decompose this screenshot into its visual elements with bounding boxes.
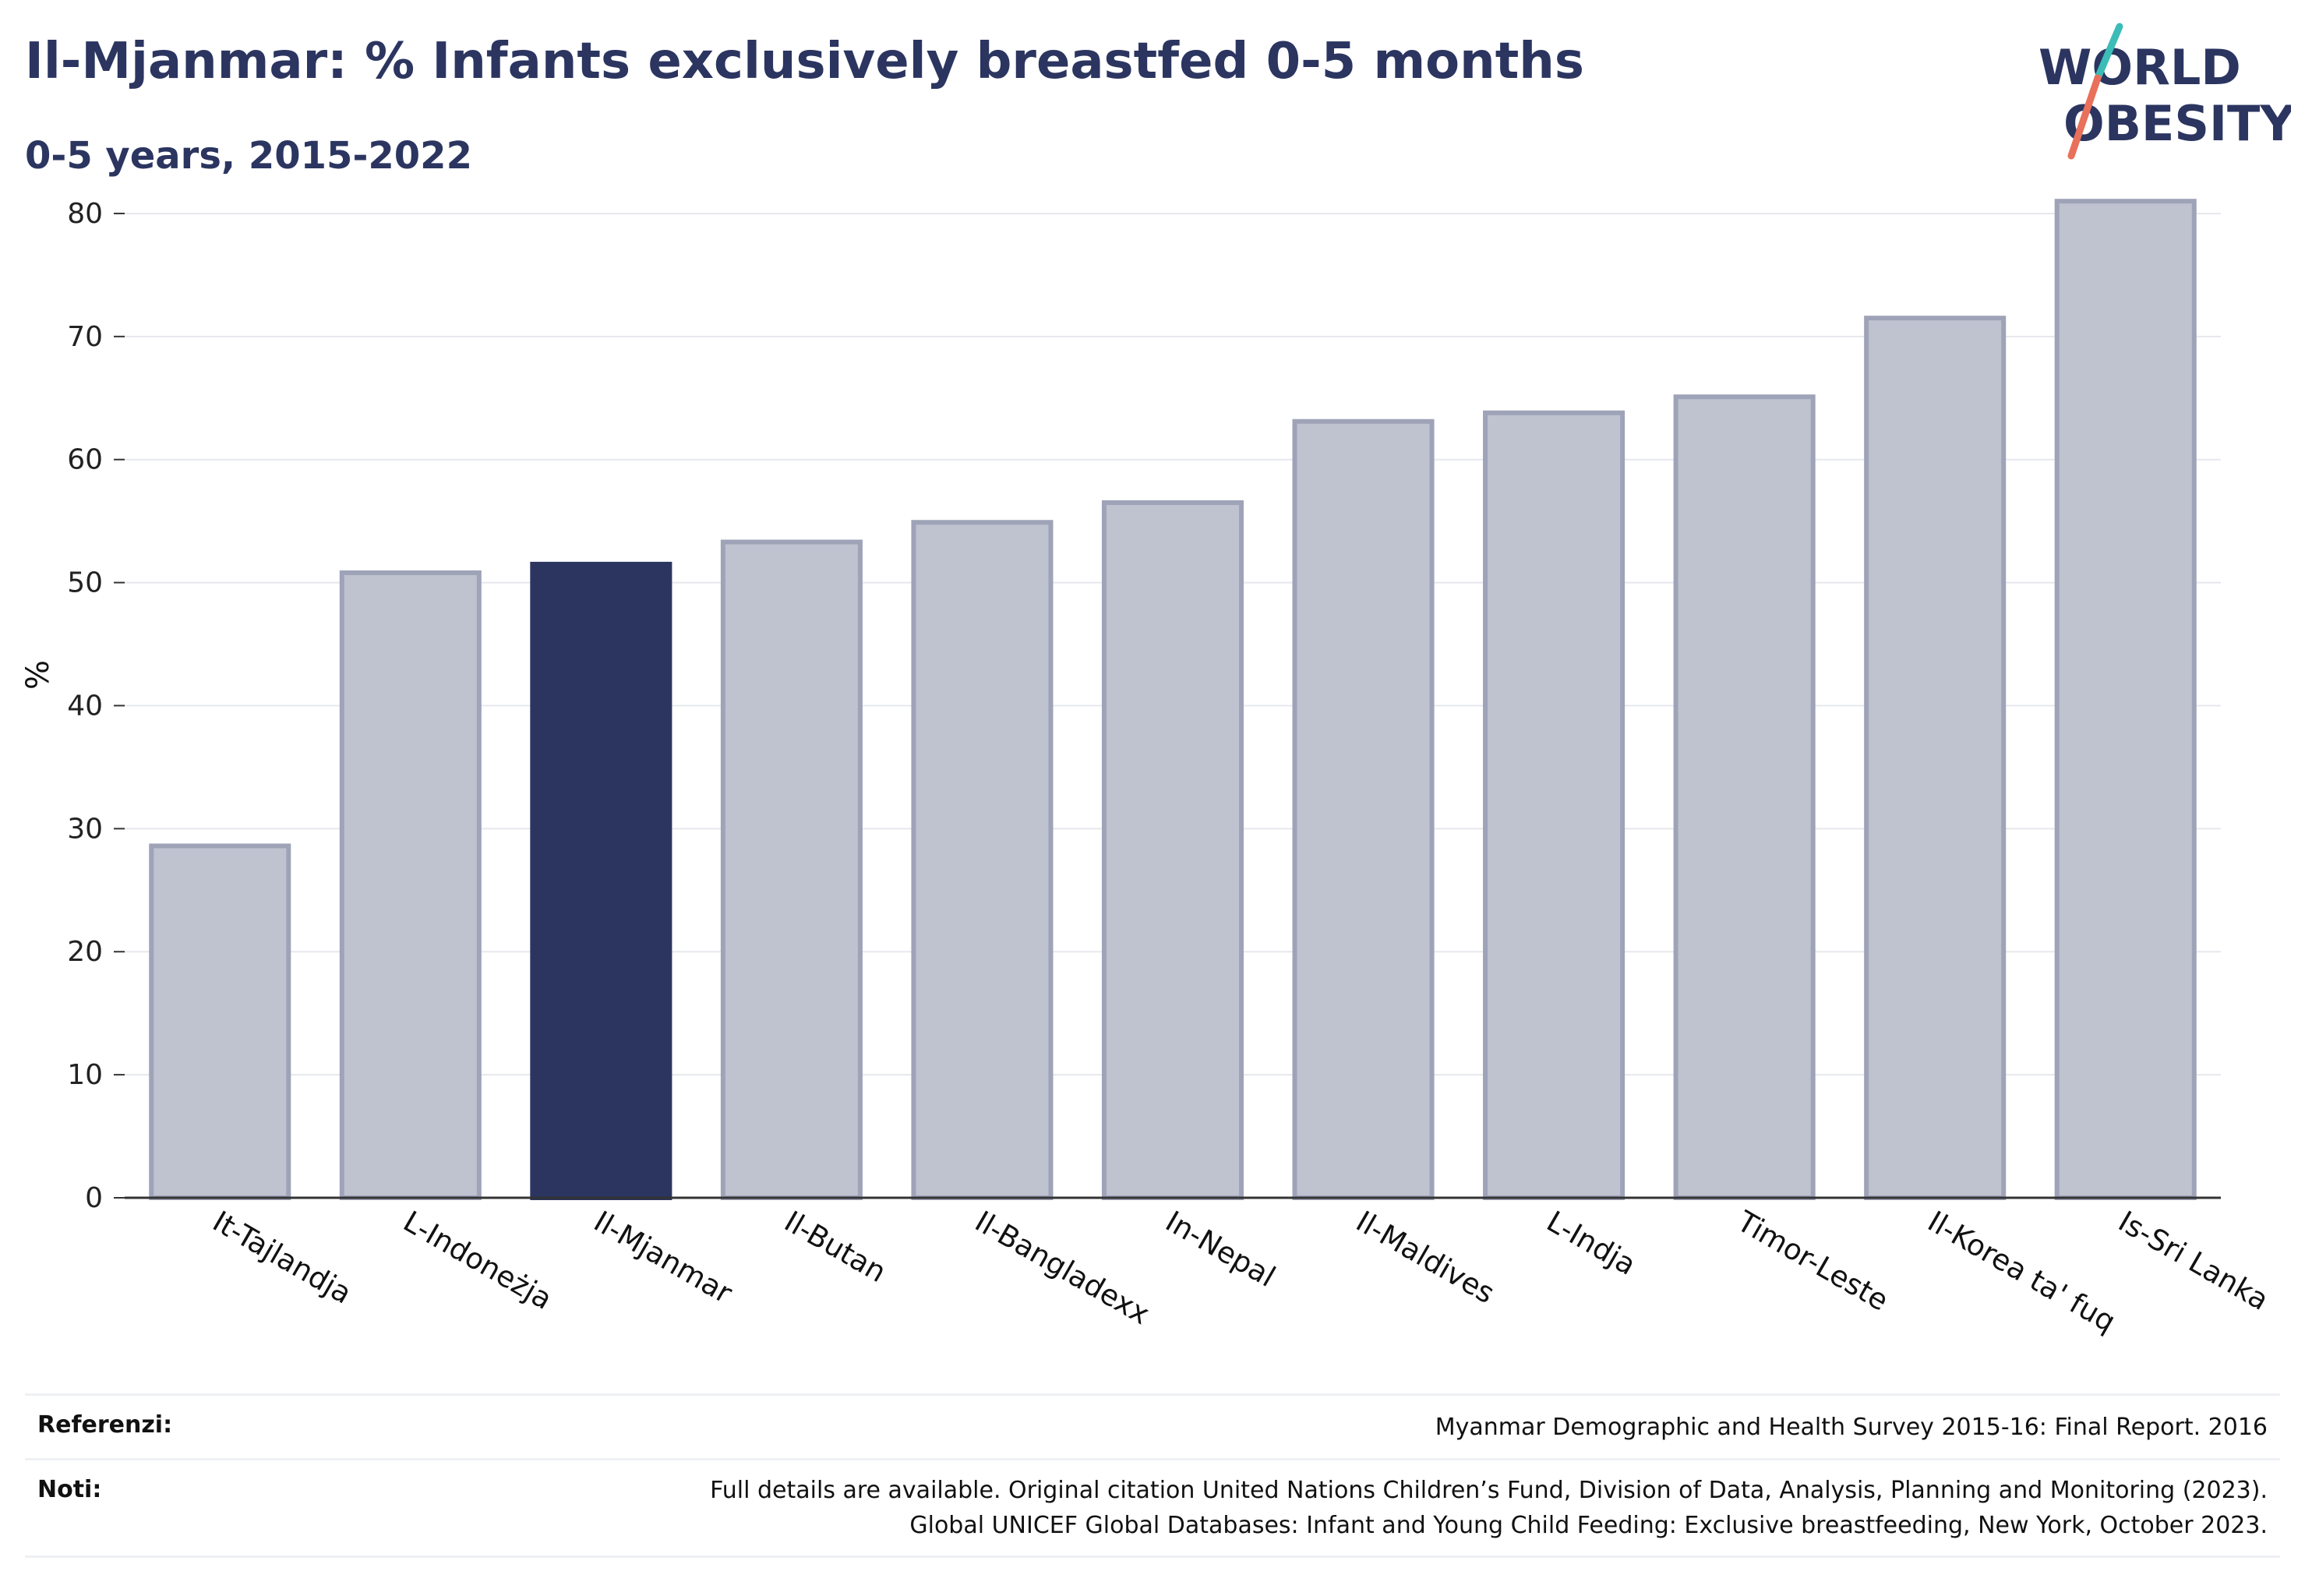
references-text: Myanmar Demographic and Health Survey 20… [1435, 1414, 2268, 1441]
references-row: Referenzi: Myanmar Demographic and Healt… [25, 1393, 2280, 1458]
references-label: Referenzi: [37, 1411, 173, 1439]
bar-7 [1483, 410, 1626, 1200]
bar-5 [1101, 500, 1244, 1200]
bar-4 [911, 520, 1054, 1200]
chart-title: Il-Mjanmar: % Infants exclusively breast… [25, 33, 1584, 90]
x-tick-label: Il-Bangladexx [969, 1205, 1156, 1332]
x-axis-labels: It-Tajlandja L-Indoneżja Il-Mjanmar Il-Buta… [207, 1204, 2275, 1339]
logo-line1: WORLD [2038, 39, 2241, 96]
x-tick-label: In-Nepal [1160, 1205, 1281, 1294]
footer: Referenzi: Myanmar Demographic and Healt… [25, 1393, 2280, 1558]
notes-line-2: Global UNICEF Global Databases: Infant a… [909, 1512, 2268, 1539]
y-tick-label: 80 [67, 198, 103, 230]
notes-row: Noti: Full details are available. Origin… [25, 1458, 2280, 1558]
y-tick-label: 60 [67, 444, 103, 476]
x-tick-label: L-Indoneżja [397, 1205, 557, 1316]
y-axis-ticks: 0 10 20 30 40 50 60 70 80 [67, 198, 125, 1214]
x-tick-label: L-Indja [1541, 1205, 1642, 1282]
chart-subtitle: 0-5 years, 2015-2022 [25, 134, 472, 178]
bar-10 [2054, 199, 2197, 1200]
y-tick-label: 10 [67, 1059, 103, 1091]
x-tick-label: Il-Korea ta' fuq [1922, 1205, 2122, 1339]
y-tick-label: 50 [67, 567, 103, 599]
bar-2 [530, 561, 672, 1200]
x-tick-label: Il-Butan [778, 1205, 891, 1290]
notes-label: Noti: [37, 1476, 102, 1503]
x-tick-label: Timor-Leste [1731, 1204, 1894, 1318]
bars [149, 199, 2197, 1200]
x-tick-label: Il-Maldives [1350, 1205, 1500, 1311]
bar-8 [1673, 394, 1816, 1200]
bar-9 [1864, 316, 2007, 1200]
bar-3 [720, 539, 863, 1200]
world-obesity-logo: WORLD OBESITY [2038, 23, 2291, 160]
x-tick-label: Is-Sri Lanka [2113, 1205, 2274, 1317]
y-tick-label: 70 [67, 321, 103, 353]
y-tick-label: 0 [85, 1182, 103, 1214]
logo-slash-teal-icon [2094, 23, 2123, 82]
logo-line2: OBESITY [2063, 95, 2291, 152]
bar-1 [339, 570, 482, 1200]
y-tick-label: 40 [67, 690, 103, 722]
logo-slash-coral-icon [2067, 74, 2102, 160]
bar-0 [149, 843, 291, 1200]
bar-6 [1292, 418, 1435, 1200]
x-tick-label: Il-Mjanmar [588, 1205, 739, 1311]
x-tick-label: It-Tajlandja [207, 1205, 358, 1311]
notes-line-1: Full details are available. Original cit… [710, 1477, 2268, 1504]
y-tick-label: 30 [67, 813, 103, 845]
y-axis-title: % [20, 660, 56, 690]
bar-chart: 0 10 20 30 40 50 60 70 80 It-Tajlandja L-Indoneżj… [20, 198, 2275, 1339]
y-tick-label: 20 [67, 936, 103, 968]
